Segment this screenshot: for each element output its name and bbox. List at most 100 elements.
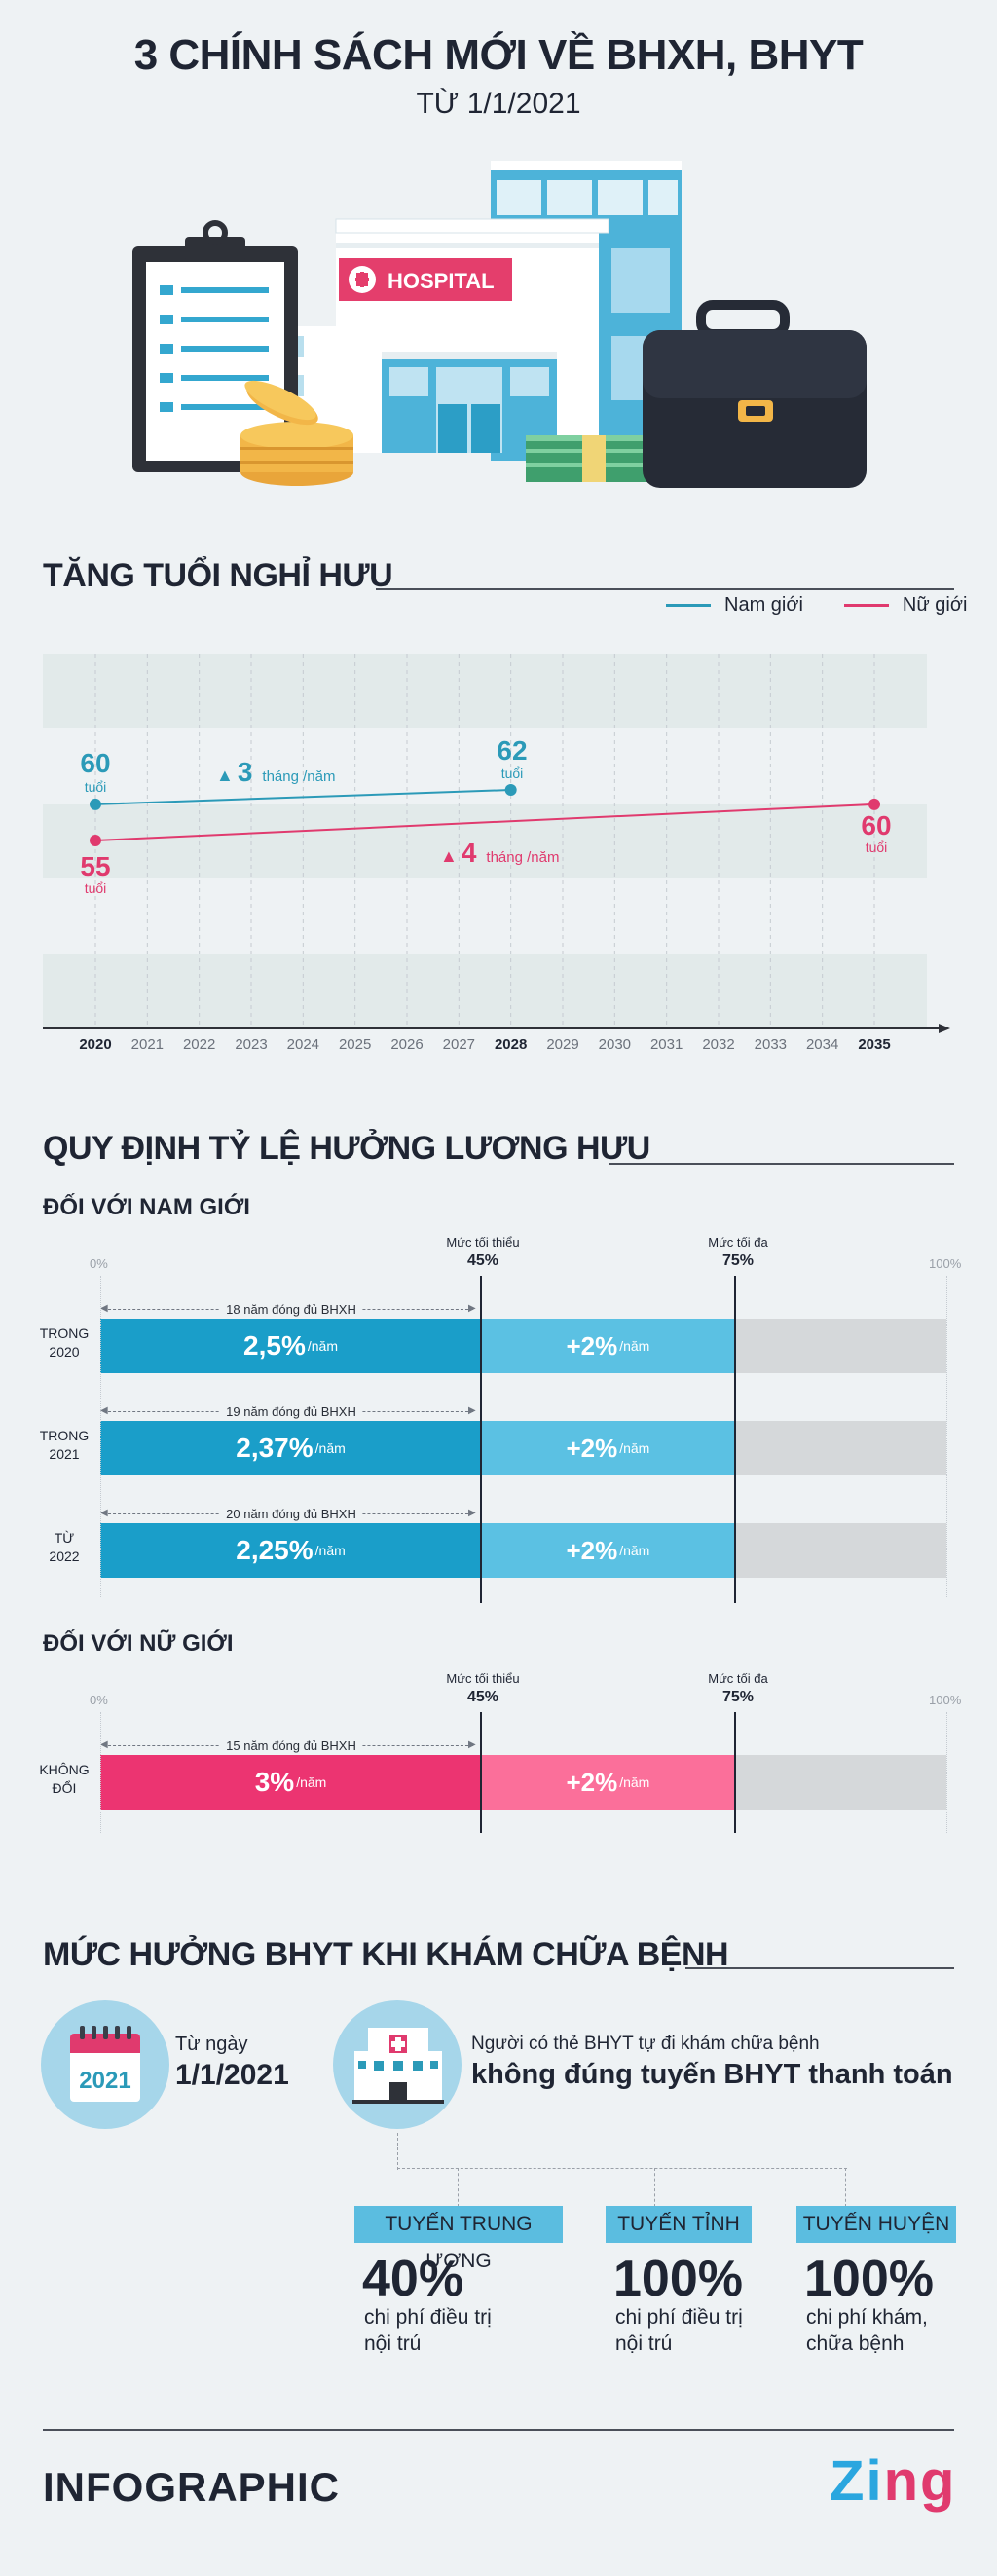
section-rule [376, 588, 954, 590]
series-0-point-1 [504, 784, 517, 796]
min-mark-value: 45% [466, 1689, 499, 1705]
male-start-unit: tuổi [84, 779, 107, 795]
min-mark-label: Mức tối thiểu [446, 1235, 520, 1250]
scale-line-100 [946, 1276, 947, 1597]
bar-extra: +2%/năm [481, 1421, 735, 1475]
rate-unit: /năm [619, 1543, 650, 1558]
hero-illustration: HOSPITAL [132, 161, 867, 488]
briefcase-icon [643, 300, 867, 488]
clinic-icon [352, 2028, 444, 2104]
tier-central-label: TUYẾN TRUNG ƯƠNG [354, 2206, 563, 2272]
tier-district-percent: 100% [804, 2251, 934, 2307]
hospital-icon: HOSPITAL [273, 218, 609, 453]
male-increase-unit: tháng /năm [262, 768, 336, 785]
extra-rate: +2% [566, 1767, 618, 1797]
male-start-value: 60 [80, 748, 111, 778]
duration-label: 15 năm đóng đủ BHXH [220, 1738, 362, 1753]
tier-district-desc: chi phí khám, chữa bệnh [806, 2306, 928, 2355]
section-rule [609, 1163, 954, 1165]
x-tick-label: 2023 [235, 1036, 268, 1053]
bar-rest [734, 1319, 946, 1373]
calendar-icon: 2021 [70, 2026, 140, 2102]
duration-label: 19 năm đóng đủ BHXH [220, 1404, 362, 1419]
max-mark-label: Mức tối đa [708, 1235, 768, 1250]
base-rate: 2,25% [236, 1535, 314, 1565]
connector-line [397, 2168, 847, 2169]
x-tick-label: 2026 [390, 1036, 424, 1053]
coins-icon [240, 380, 353, 486]
arrow-left-icon: ◀ [100, 1739, 108, 1750]
bar-base: 2,37%/năm [100, 1421, 482, 1475]
axis-min-label: 0% [90, 1256, 108, 1271]
max-mark-label: Mức tối đa [708, 1671, 768, 1686]
chart-legend: Nam giới Nữ giới [666, 594, 967, 616]
row-label: KHÔNG ĐỔI [39, 1762, 90, 1796]
health-desc-line2: không đúng tuyến BHYT thanh toán [471, 2059, 953, 2090]
x-tick-label: 2034 [805, 1036, 839, 1053]
min-mark-label: Mức tối thiểu [446, 1671, 520, 1686]
scale-line-100 [946, 1712, 947, 1833]
bar-extra: +2%/năm [481, 1755, 735, 1810]
pension-row: TRONG 2021 ◀ ▶ 19 năm đóng đủ BHXH 2,37% /… [0, 1396, 997, 1483]
scale-line-0 [100, 1276, 101, 1597]
rate-unit: /năm [619, 1440, 650, 1456]
max-mark-value: 75% [721, 1689, 755, 1705]
male-end-unit: tuổi [500, 765, 524, 781]
rate-unit: /năm [296, 1774, 327, 1790]
brand-wordmark: INFOGRAPHIC [43, 2464, 340, 2510]
health-section-title: MỨC HƯỞNG BHYT KHI KHÁM CHỮA BỆNH [43, 1936, 729, 1973]
connector-line [458, 2168, 459, 2207]
female-start-value: 55 [80, 851, 111, 881]
extra-rate: +2% [566, 1433, 618, 1463]
retirement-chart [43, 654, 950, 1033]
x-tick-label: 2029 [546, 1036, 579, 1053]
male-pension-title: ĐỐI VỚI NAM GIỚI [43, 1194, 250, 1220]
x-tick-label: 2025 [338, 1036, 372, 1053]
row-label: TRONG 2021 [39, 1428, 90, 1462]
bar-rest [734, 1523, 946, 1578]
health-desc-line1: Người có thẻ BHYT tự đi khám chữa bệnh [471, 2034, 820, 2054]
min-mark-line [480, 1276, 483, 1603]
clipboard-icon [132, 220, 298, 472]
female-increase-note: ▲ 4 tháng /năm [440, 838, 559, 869]
extra-rate: +2% [566, 1535, 618, 1565]
chart-band [43, 804, 927, 878]
legend-swatch-male [666, 604, 711, 607]
rate-unit: /năm [619, 1774, 650, 1790]
connector-line [397, 2133, 398, 2170]
max-mark-line [733, 1712, 736, 1833]
tier-central-percent: 40% [362, 2251, 464, 2307]
female-increase-unit: tháng /năm [486, 849, 560, 866]
pension-row: KHÔNG ĐỔI ◀ ▶ 15 năm đóng đủ BHXH 3%/năm … [0, 1730, 997, 1817]
bar-extra: +2%/năm [481, 1523, 735, 1578]
x-tick-label: 2028 [494, 1036, 528, 1053]
series-1-point-1 [868, 798, 880, 810]
arrow-right-icon: ▶ [468, 1508, 476, 1518]
x-axis-arrow [939, 1024, 950, 1033]
tier-province-percent: 100% [613, 2251, 743, 2307]
legend-swatch-female [843, 604, 889, 607]
min-mark-value: 45% [466, 1252, 499, 1269]
chart-band [43, 954, 927, 1028]
base-rate: 2,5% [243, 1330, 306, 1361]
pension-row: TRONG 2020 ◀ ▶ 18 năm đóng đủ BHXH 2,5%/n… [0, 1293, 997, 1381]
duration-label: 18 năm đóng đủ BHXH [220, 1302, 362, 1317]
arrow-left-icon: ◀ [100, 1405, 108, 1416]
x-tick-label: 2021 [130, 1036, 165, 1053]
arrow-up-icon: ▲ [440, 846, 458, 866]
tier-province-label: TUYẾN TỈNH [606, 2206, 752, 2243]
bar-rest [734, 1755, 946, 1810]
rate-unit: /năm [619, 1338, 650, 1354]
min-mark-line [480, 1712, 483, 1833]
calendar-year: 2021 [79, 2068, 130, 2094]
axis-min-label: 0% [90, 1693, 108, 1707]
from-label: Từ ngày [175, 2034, 248, 2055]
male-increase-note: ▲ 3 tháng /năm [216, 757, 335, 788]
page-title: 3 CHÍNH SÁCH MỚI VỀ BHXH, BHYT [133, 31, 864, 79]
connector-line [845, 2168, 846, 2207]
base-rate: 3% [254, 1767, 295, 1797]
female-increase-value: 4 [461, 838, 477, 868]
retirement-section-title: TĂNG TUỔI NGHỈ HƯU [43, 557, 393, 594]
row-label: TRONG 2020 [39, 1325, 90, 1360]
tier-district-label: TUYẾN HUYỆN [796, 2206, 956, 2243]
